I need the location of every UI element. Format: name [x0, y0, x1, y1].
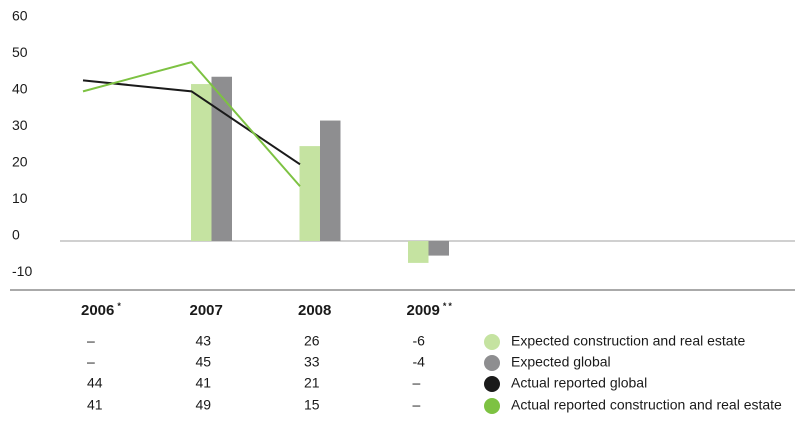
legend-swatch — [484, 398, 500, 414]
y-tick-label: 60 — [12, 8, 28, 24]
table-value: -6 — [413, 333, 426, 349]
legend-label: Expected construction and real estate — [511, 333, 745, 349]
line — [82, 79, 301, 166]
table-value: -4 — [413, 354, 426, 370]
y-tick-label: -10 — [12, 263, 32, 279]
legend-swatch — [484, 334, 500, 350]
table-value: 45 — [196, 354, 212, 370]
table-value: 41 — [196, 375, 212, 391]
y-tick-label: 40 — [12, 81, 28, 97]
legend-label: Actual reported global — [511, 375, 647, 391]
table-value: – — [87, 333, 95, 349]
table-value: 49 — [196, 397, 212, 413]
table-value: 15 — [304, 397, 320, 413]
line — [82, 61, 301, 187]
bar — [320, 120, 341, 241]
year: 2008 — [298, 302, 331, 319]
year: 2006 — [81, 302, 114, 319]
table-value: 21 — [304, 375, 320, 391]
table-value: 44 — [87, 375, 103, 391]
legend-swatch — [484, 376, 500, 392]
table-value: – — [413, 397, 421, 413]
table-value: 43 — [196, 333, 212, 349]
y-tick-label: 10 — [12, 190, 28, 206]
y-tick-label: 30 — [12, 117, 28, 133]
table-value: 26 — [304, 333, 320, 349]
bar — [299, 146, 320, 241]
year-label: 2006 * — [81, 301, 123, 319]
footnote-mark: * — [117, 301, 123, 311]
year-label: 2007 — [190, 302, 223, 319]
table-value: 41 — [87, 397, 103, 413]
table-value: – — [413, 375, 421, 391]
bar — [191, 84, 212, 241]
legend-swatch — [484, 355, 500, 371]
year-label: 2009 ** — [407, 301, 454, 319]
y-tick-label: 50 — [12, 44, 28, 60]
legend-label: Actual reported construction and real es… — [511, 397, 782, 413]
y-tick-label: 0 — [12, 227, 20, 243]
bar — [408, 241, 429, 263]
y-tick-label: 20 — [12, 154, 28, 170]
bar — [428, 241, 449, 256]
table-value: 33 — [304, 354, 320, 370]
bar — [211, 76, 232, 241]
year: 2007 — [190, 302, 223, 319]
year-label: 2008 — [298, 302, 331, 319]
legend-label: Expected global — [511, 354, 611, 370]
table-value: – — [87, 354, 95, 370]
year: 2009 — [407, 302, 440, 319]
footnote-mark: ** — [443, 301, 454, 311]
